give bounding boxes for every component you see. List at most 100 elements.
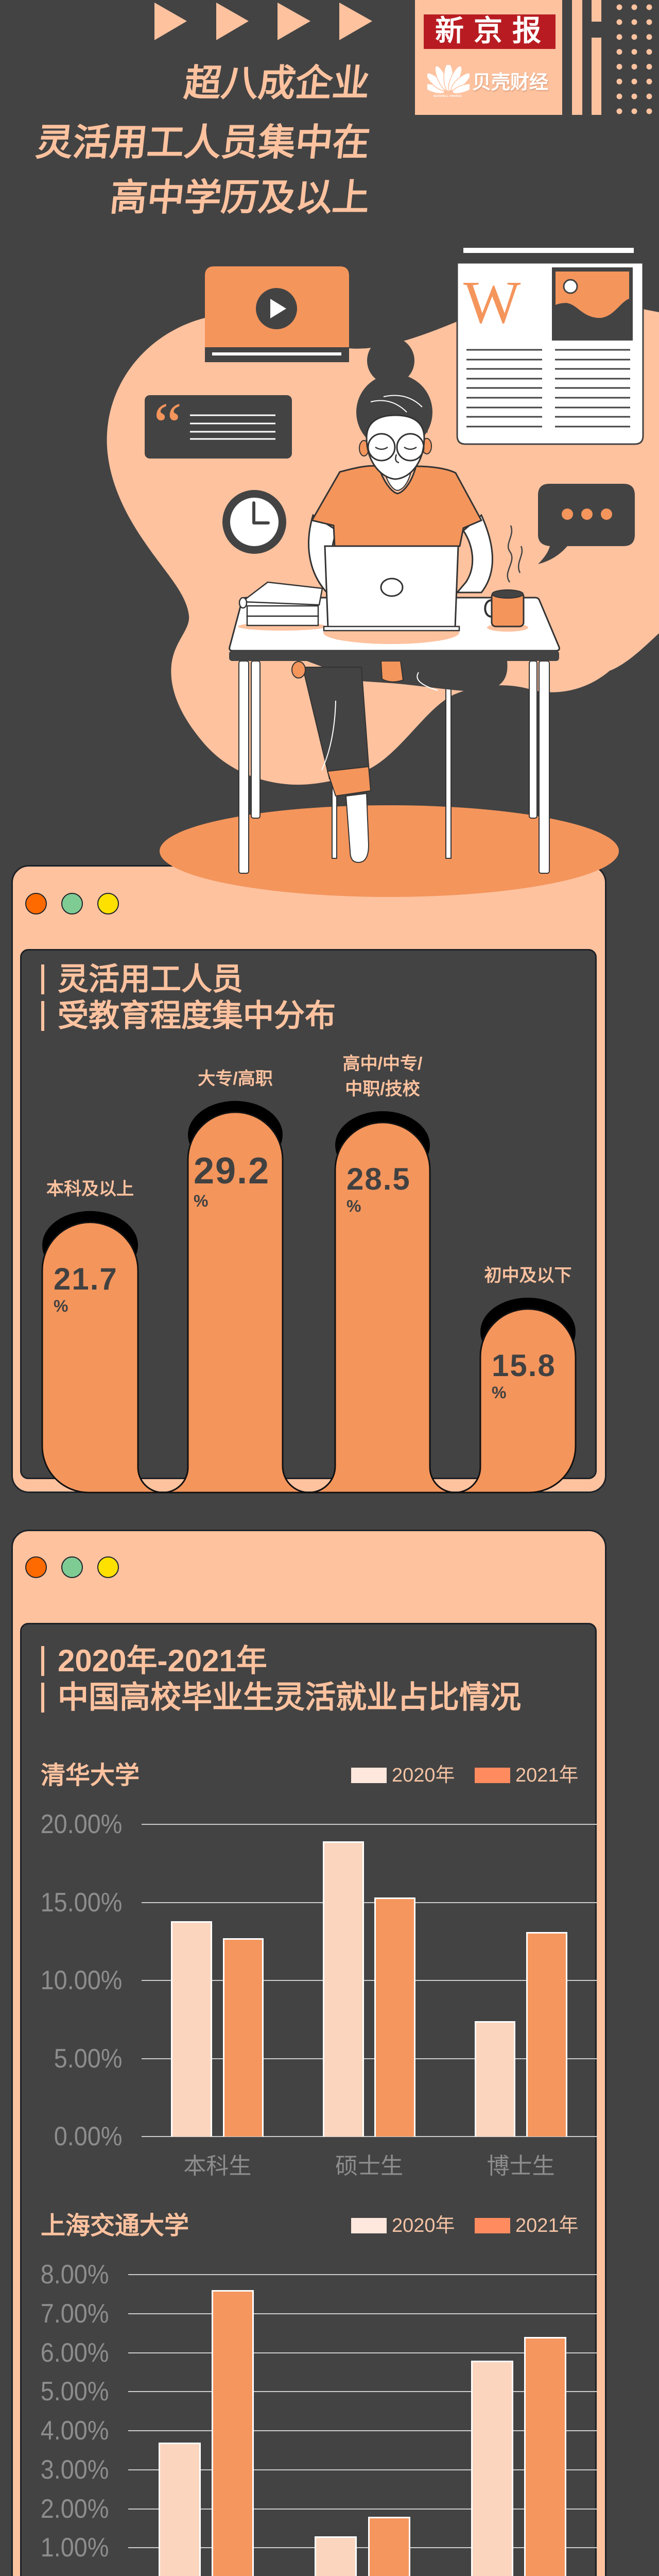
y-axis-tick-label: 5.00% (40, 2377, 109, 2407)
x-axis-category-label: 硕士生 (335, 2154, 403, 2179)
gridline (142, 2136, 597, 2137)
bar-2021年 (524, 2337, 566, 2576)
y-axis-tick-label: 0.00% (40, 2573, 109, 2576)
category-label-line: 中职/技校 (345, 1079, 420, 1099)
value-unit: % (346, 1196, 361, 1215)
legend-label: 2021年 (515, 1765, 579, 1786)
decorative-stripe (592, 38, 601, 115)
window-dot-red (25, 893, 47, 914)
gridline (142, 2058, 597, 2059)
chart-sjtu: 上海交通大学 2020年 2021年 0.00% 1.00% 2.00% 3.00% 4.0… (20, 2210, 597, 2576)
chart-title: 清华大学 (41, 1762, 140, 1789)
chair-and-legs (291, 660, 508, 863)
books-icon (238, 581, 323, 626)
bar-value-label: 15.8% (492, 1350, 556, 1402)
category-label-line: 初中及以下 (484, 1265, 572, 1285)
window-dot-red (25, 1556, 47, 1578)
gridline (128, 2352, 597, 2353)
y-axis-tick-label: 0.00% (54, 2122, 122, 2151)
legend-item: 2021年 (475, 1765, 579, 1786)
dot-grid-decoration-icon (616, 4, 652, 114)
window-dot-green (61, 1556, 83, 1578)
section-title-line: 灵活用工人员 (41, 961, 243, 997)
legend-swatch (351, 2218, 387, 2233)
category-label-line: 高中/中专/ (342, 1054, 423, 1074)
woman-figure (308, 337, 493, 599)
gridline (128, 2274, 597, 2275)
value-unit: % (54, 1296, 68, 1315)
category-label-line: 本科及以上 (46, 1179, 134, 1199)
legend-item: 2021年 (475, 2216, 579, 2235)
title-accent-bar (41, 964, 44, 994)
bar-2020年 (474, 2021, 516, 2137)
category-label-line: 大专/高职 (198, 1069, 273, 1089)
decorative-stripe (572, 0, 582, 115)
x-axis-category-label: 本科生 (183, 2154, 252, 2179)
bar-category-label: 本科及以上 (8, 1177, 172, 1202)
title-accent-bar (41, 1001, 44, 1031)
gridline (142, 1824, 597, 1825)
gridline (128, 2547, 597, 2549)
window-controls (25, 1556, 119, 1578)
gridline (128, 2430, 597, 2431)
brand-name: 贝壳财经 (472, 72, 548, 93)
section-title-line: 2020年-2021年 (41, 1643, 267, 1679)
y-axis-tick-label: 1.00% (40, 2533, 109, 2563)
value-number: 29.2 (194, 1150, 270, 1192)
legend-item: 2020年 (351, 1765, 455, 1786)
legend-swatch (475, 1768, 510, 1783)
svg-text:“: “ (153, 390, 182, 461)
chat-bubble-icon (538, 484, 635, 564)
gridline (142, 1902, 597, 1903)
bar-value-label: 28.5% (346, 1161, 411, 1215)
y-axis-tick-label: 10.00% (40, 1965, 122, 1995)
y-axis-tick-label: 15.00% (40, 1887, 122, 1918)
y-axis-tick-label: 3.00% (40, 2454, 109, 2485)
gridline (128, 2391, 597, 2393)
window-controls (25, 893, 119, 914)
quote-card-icon: “ (145, 390, 292, 461)
section-title-line: 受教育程度集中分布 (41, 998, 336, 1034)
y-axis-tick-label: 20.00% (40, 1809, 122, 1839)
gridline (142, 1980, 597, 1981)
window-dot-green (61, 893, 83, 914)
bar-2020年 (159, 2442, 201, 2576)
gridline (128, 2469, 597, 2470)
bar-2021年 (368, 2516, 410, 2576)
bar-2020年 (323, 1841, 364, 2137)
education-bar-chart (41, 1100, 577, 1494)
y-axis-tick-label: 8.00% (40, 2260, 109, 2290)
woman-working-illustration: W “ (107, 248, 659, 897)
bar-2020年 (315, 2536, 357, 2576)
section-title-line: 中国高校毕业生灵活就业占比情况 (41, 1680, 521, 1716)
gridline (128, 2508, 597, 2510)
hero-title-line: 灵活用工人员集中在 (33, 122, 372, 163)
bar-2021年 (212, 2290, 254, 2576)
play-arrows-decoration-icon (154, 3, 372, 40)
value-number: 21.7 (54, 1261, 118, 1296)
bar-2020年 (171, 1921, 212, 2137)
bar-2021年 (526, 1932, 567, 2137)
brand-name-english: SEASHELL FINANCE (433, 95, 462, 98)
desk-legs (238, 660, 550, 874)
y-axis-tick-label: 4.00% (40, 2416, 109, 2446)
video-player-icon (205, 266, 349, 362)
window-dot-yellow (97, 1556, 119, 1578)
bar-value-label: 21.7% (54, 1261, 118, 1315)
bar-category-label: 高中/中专/中职/技校 (300, 1052, 465, 1102)
clock-icon (222, 490, 286, 554)
value-number: 28.5 (346, 1161, 411, 1196)
legend-label: 2020年 (392, 1765, 455, 1786)
bar-category-label: 大专/高职 (153, 1066, 318, 1092)
floor-shadow-shape (160, 805, 619, 897)
value-unit: % (194, 1191, 209, 1210)
legend-swatch (475, 2218, 510, 2233)
laptop-icon (323, 545, 460, 632)
title-accent-bar (41, 1646, 44, 1676)
y-axis-tick-label: 2.00% (40, 2494, 109, 2524)
legend-label: 2020年 (392, 2215, 455, 2236)
bar-value-label: 29.2% (194, 1153, 270, 1210)
bar-2021年 (374, 1897, 415, 2137)
legend-item: 2020年 (351, 2215, 455, 2236)
